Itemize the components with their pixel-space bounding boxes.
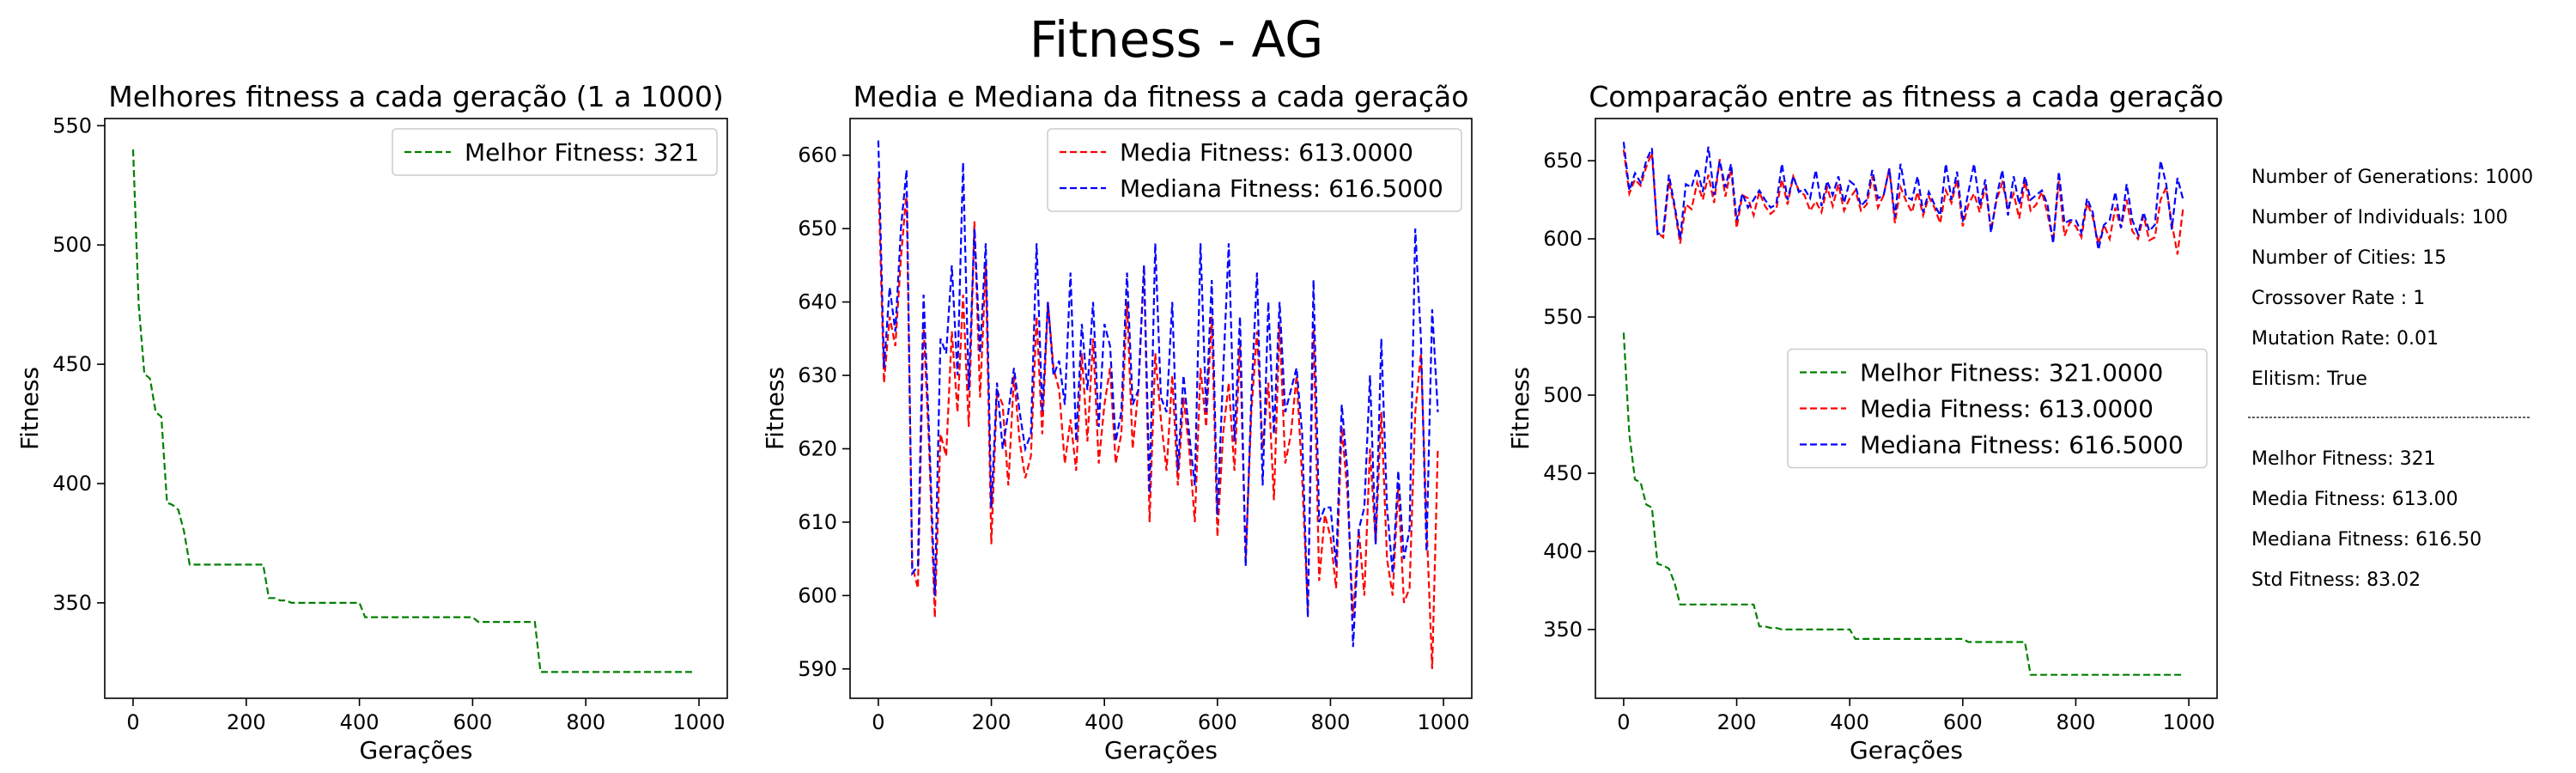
- legend-label: Melhor Fitness: 321.0000: [1860, 359, 2163, 387]
- y-tick-label: 550: [52, 113, 92, 137]
- y-tick-label: 550: [1543, 305, 1583, 329]
- x-tick-label: 600: [1198, 710, 1237, 734]
- chart-title: Melhores fitness a cada geração (1 a 100…: [108, 80, 723, 113]
- legend-label: Mediana Fitness: 616.5000: [1860, 431, 2184, 460]
- x-tick-label: 400: [340, 710, 380, 734]
- info-generations: Number of Generations: 1000: [2251, 167, 2533, 188]
- y-tick-label: 640: [798, 290, 837, 314]
- x-tick-label: 0: [126, 710, 139, 734]
- legend: Melhor Fitness: 321: [392, 128, 718, 176]
- x-tick-label: 0: [872, 710, 884, 734]
- y-tick-label: 650: [798, 216, 837, 240]
- y-tick-label: 450: [1543, 461, 1583, 485]
- legend-box: [392, 128, 718, 176]
- info-best-fitness: Melhor Fitness: 321: [2251, 448, 2436, 470]
- series-line-2-2: [877, 140, 1439, 648]
- legend-label: Mediana Fitness: 616.5000: [1120, 174, 1443, 203]
- x-tick-label: 800: [1311, 710, 1351, 734]
- y-axis-label: Fitness: [761, 367, 789, 450]
- info-crossover-rate: Crossover Rate : 1: [2251, 288, 2425, 309]
- x-axis-label: Gerações: [1104, 736, 1218, 764]
- y-tick-label: 400: [1543, 539, 1583, 563]
- legend: Media Fitness: 613.0000 Mediana Fitness: …: [1047, 128, 1462, 212]
- x-tick-label: 400: [1084, 710, 1124, 734]
- y-tick-label: 600: [1543, 227, 1583, 251]
- x-tick-label: 800: [2057, 710, 2096, 734]
- x-axis-label: Gerações: [360, 736, 473, 764]
- info-panel: Number of Generations: 1000 Number of In…: [2248, 167, 2539, 591]
- y-tick-label: 600: [798, 583, 837, 607]
- info-cities: Number of Cities: 15: [2251, 247, 2446, 269]
- legend-label: Melhor Fitness: 321: [465, 138, 699, 167]
- info-elitism: Elitism: True: [2251, 368, 2367, 390]
- y-tick-label: 400: [52, 472, 92, 496]
- legend-box: [1787, 348, 2208, 469]
- info-mutation-rate: Mutation Rate: 0.01: [2251, 328, 2439, 350]
- info-std-fitness: Std Fitness: 83.02: [2251, 569, 2421, 591]
- x-tick-label: 1000: [1418, 710, 1470, 734]
- figure-title: Fitness - AG: [1030, 10, 1323, 69]
- series-line-1-1: [131, 149, 694, 673]
- chart-3: 0 200 400 600 800 1000 350 400 450 500 550 600 650 Ge…: [1506, 80, 2224, 764]
- x-tick-label: 400: [1830, 710, 1869, 734]
- x-tick-label: 200: [1717, 710, 1757, 734]
- y-tick-label: 630: [798, 363, 837, 387]
- series-line-3-1: [1622, 332, 2184, 676]
- x-tick-label: 600: [453, 710, 493, 734]
- y-tick-label: 350: [1543, 618, 1583, 642]
- y-tick-label: 350: [52, 591, 92, 615]
- chart-title: Media e Mediana da fitness a cada geraçã…: [854, 80, 1469, 113]
- axes-frame: [104, 118, 728, 699]
- chart-title: Comparação entre as fitness a cada geraç…: [1589, 80, 2223, 113]
- legend: Melhor Fitness: 321.0000 Media Fitness: 6…: [1787, 348, 2208, 469]
- info-median-fitness: Mediana Fitness: 616.50: [2251, 529, 2482, 551]
- y-tick-label: 590: [798, 657, 837, 681]
- y-tick-label: 650: [1543, 149, 1583, 173]
- info-separator: ----------------------------------------…: [2248, 408, 2539, 429]
- y-tick-label: 450: [52, 352, 92, 376]
- series-line-3-3: [1622, 142, 2184, 251]
- x-tick-label: 600: [1943, 710, 1983, 734]
- x-tick-label: 1000: [673, 710, 726, 734]
- series-line-3-2: [1622, 149, 2184, 255]
- x-tick-label: 1000: [2163, 710, 2215, 734]
- y-tick-label: 660: [798, 143, 837, 167]
- y-tick-label: 610: [798, 510, 837, 534]
- legend-box: [1047, 128, 1462, 212]
- chart-1: 0 200 400 600 800 1000 350 400 450 500 550 Gerações…: [15, 80, 728, 764]
- axes-frame: [1595, 118, 2218, 699]
- chart-2: 0 200 400 600 800 1000 590 600 610 620 630 640 650 66…: [761, 80, 1473, 764]
- y-axis-label: Fitness: [1506, 367, 1534, 450]
- x-tick-label: 200: [227, 710, 266, 734]
- legend-label: Media Fitness: 613.0000: [1120, 138, 1413, 167]
- info-mean-fitness: Media Fitness: 613.00: [2251, 489, 2458, 510]
- y-axis-label: Fitness: [15, 367, 44, 450]
- x-tick-label: 0: [1617, 710, 1630, 734]
- x-tick-label: 800: [566, 710, 605, 734]
- series-line-2-1: [877, 177, 1439, 669]
- axes-frame: [849, 118, 1473, 699]
- y-tick-label: 620: [798, 436, 837, 460]
- x-axis-label: Gerações: [1850, 736, 1963, 764]
- legend-label: Media Fitness: 613.0000: [1860, 395, 2154, 423]
- y-tick-label: 500: [1543, 383, 1583, 407]
- x-tick-label: 200: [972, 710, 1012, 734]
- info-individuals: Number of Individuals: 100: [2251, 207, 2508, 228]
- y-tick-label: 500: [52, 233, 92, 257]
